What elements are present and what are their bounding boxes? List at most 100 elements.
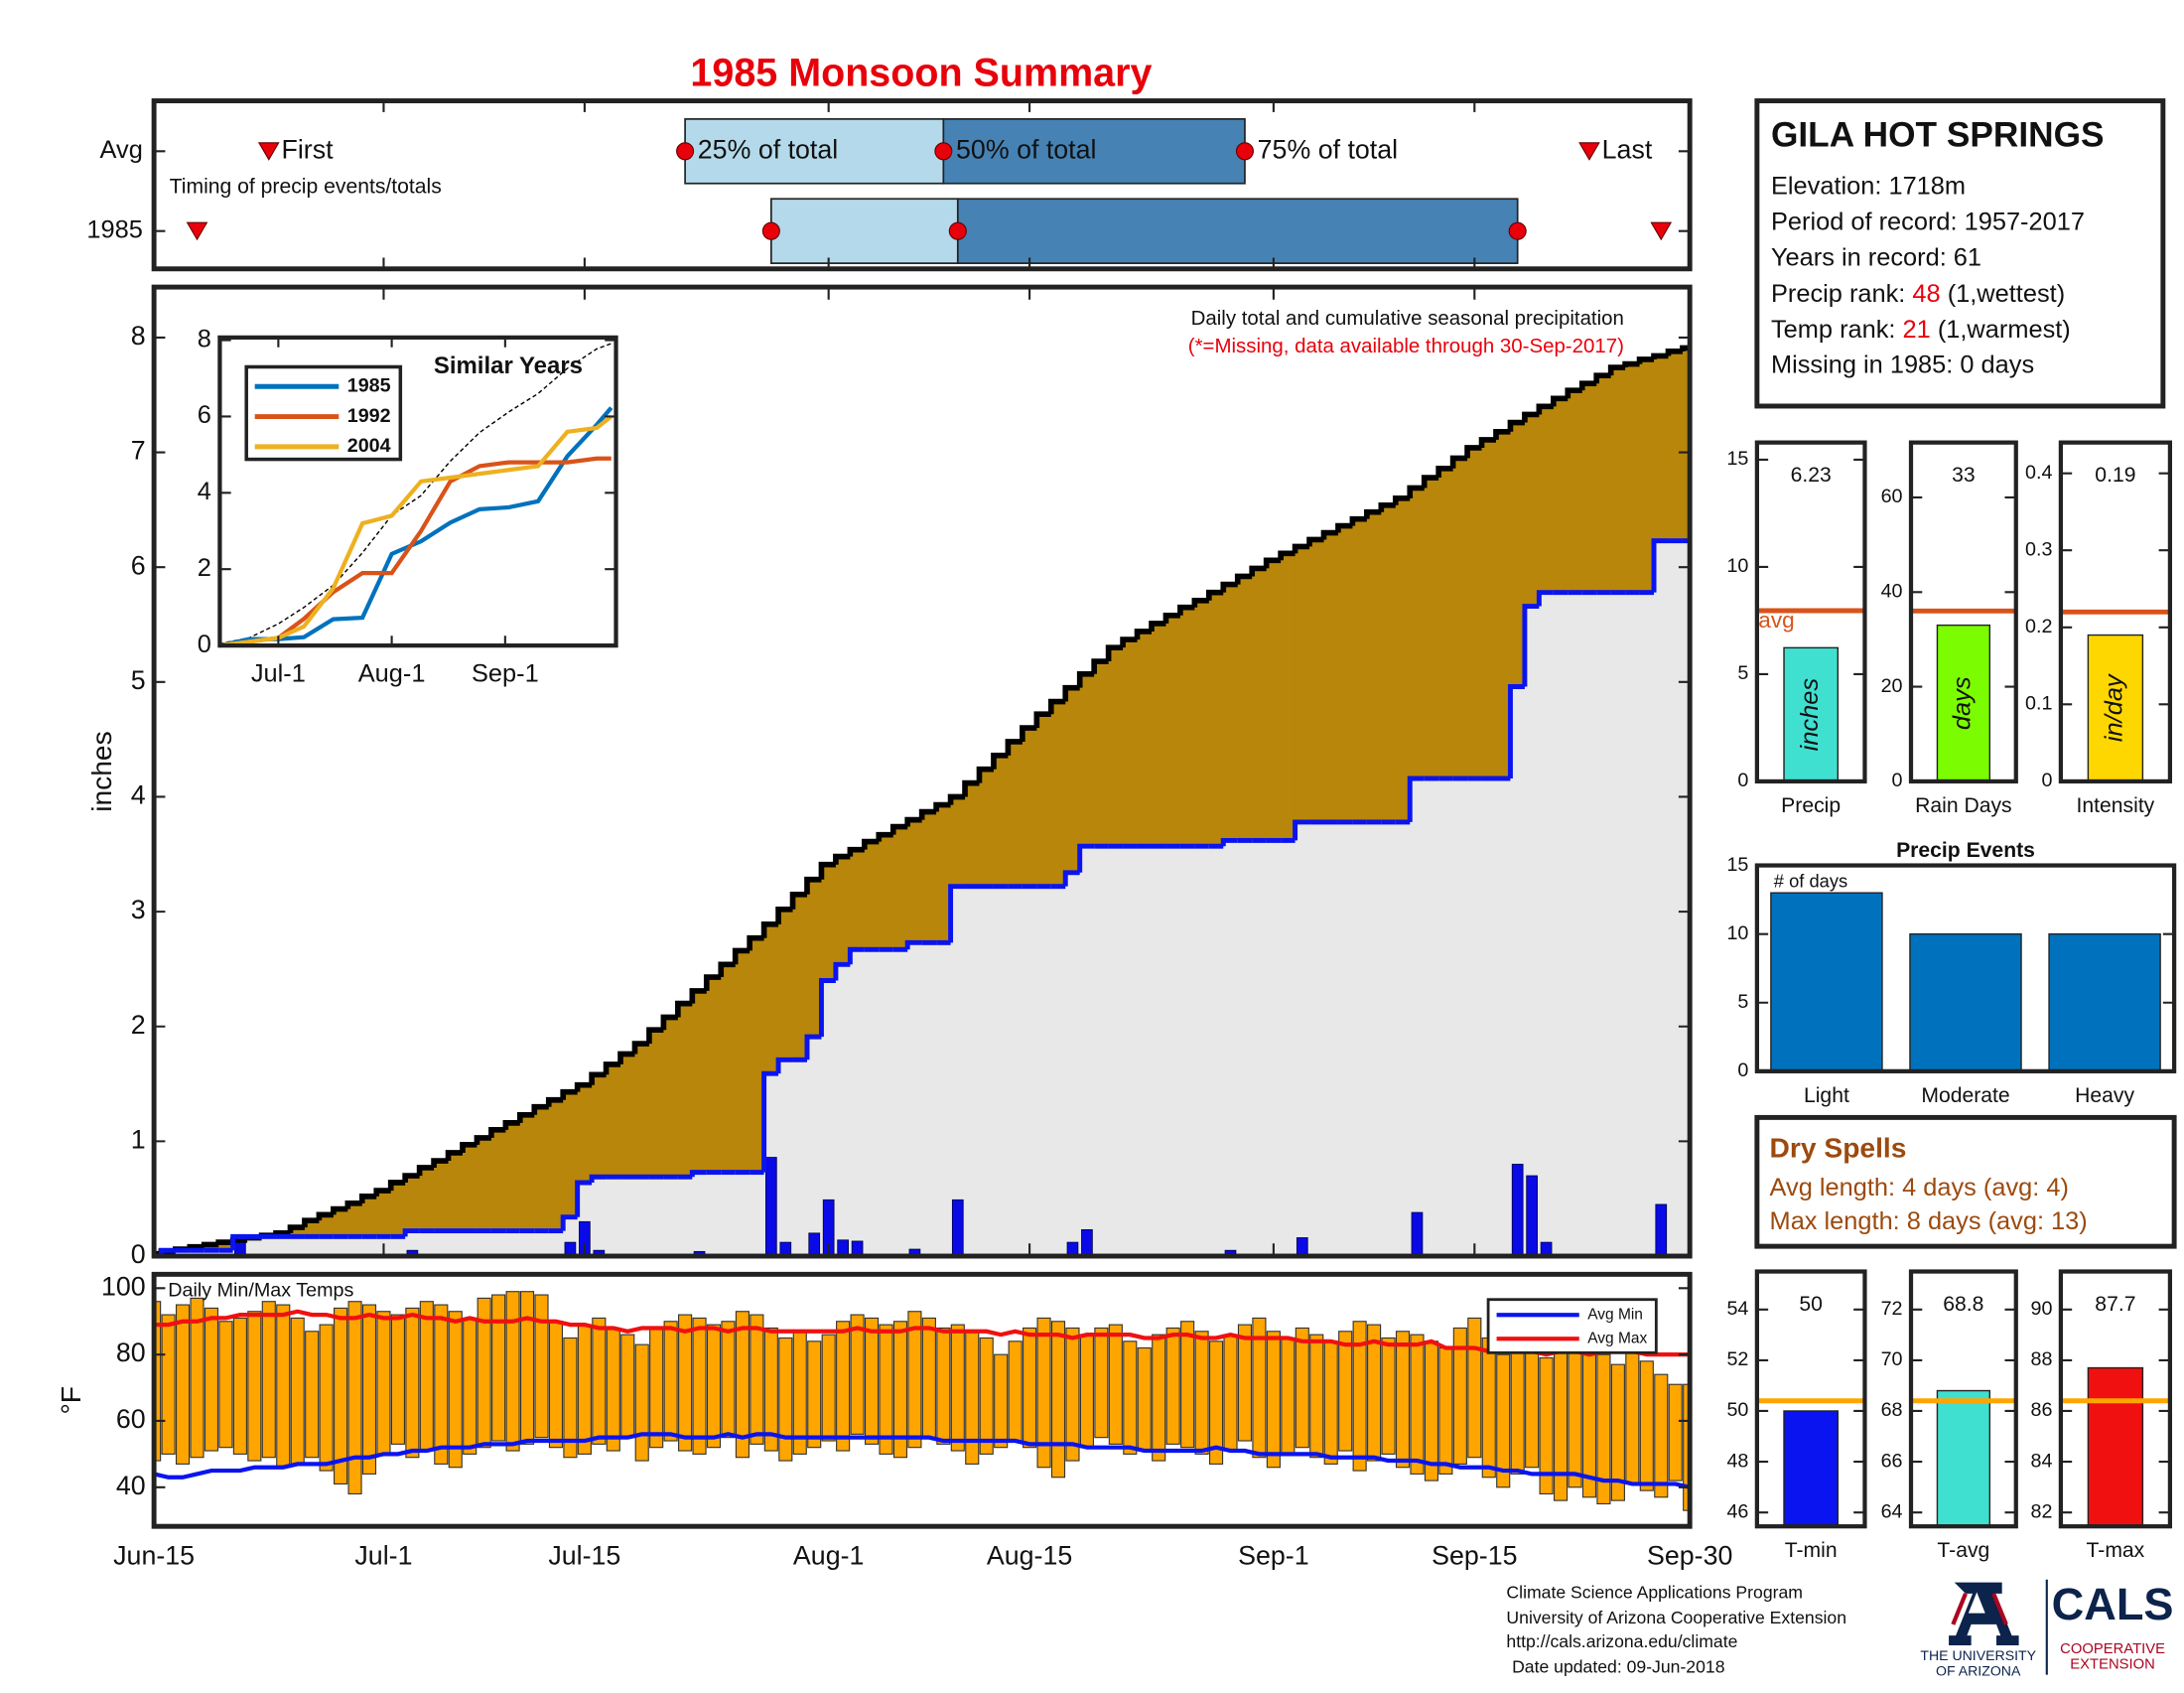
cumulative-step — [1651, 353, 1669, 359]
cumulative-step — [904, 939, 922, 950]
temp-bar — [261, 1301, 276, 1459]
temp-bar — [448, 1311, 463, 1469]
cumulative-area — [1639, 592, 1655, 1257]
quartile-box — [942, 118, 1246, 185]
temp-bar — [1610, 1363, 1625, 1501]
cumulative-area — [333, 1235, 348, 1257]
category-label: T-max — [2087, 1539, 2145, 1562]
cumulative-step — [316, 1211, 334, 1221]
cumulative-step — [1507, 684, 1525, 778]
cumulative-step — [416, 1165, 435, 1177]
avg-label: avg — [1758, 608, 1794, 633]
cumulative-step — [331, 1205, 348, 1215]
cumulative-area — [1553, 592, 1569, 1257]
y-tick-label: 8 — [131, 321, 146, 351]
cumulative-area — [1567, 592, 1583, 1257]
temp-bar — [1424, 1340, 1438, 1481]
x-tick-label: Jul-15 — [548, 1540, 620, 1570]
cumulative-step — [1220, 837, 1238, 847]
cumulative-step — [1493, 428, 1511, 440]
cumulative-area — [1280, 840, 1296, 1257]
cumulative-step — [646, 1027, 664, 1045]
temp-bar — [1008, 1340, 1023, 1442]
temp-bar — [1410, 1334, 1425, 1475]
cumulative-area — [906, 941, 923, 1257]
cumulative-area — [1137, 845, 1153, 1257]
rank-value: 21 — [1903, 316, 1931, 344]
y-tick-label: 88 — [2030, 1348, 2052, 1370]
row-label: 1985 — [86, 215, 142, 243]
temp-bar — [821, 1334, 836, 1442]
cumulative-step — [302, 1217, 320, 1228]
temp-bar — [1395, 1331, 1411, 1469]
category-label: Rain Days — [1915, 794, 2012, 817]
cumulative-step — [847, 846, 865, 857]
cumulative-step — [1134, 629, 1152, 640]
total-marker — [948, 221, 967, 240]
legend-label: 1992 — [347, 405, 391, 427]
data-label: 33 — [1952, 464, 1976, 487]
cumulative-area — [1595, 592, 1612, 1257]
temp-bar — [390, 1314, 405, 1445]
cumulative-step — [1278, 550, 1296, 561]
daily-bar — [808, 1232, 821, 1257]
cumulative-step — [1077, 843, 1095, 873]
temp-bar — [1079, 1334, 1094, 1449]
cumulative-step — [531, 1103, 549, 1115]
cumulative-step — [1005, 739, 1023, 756]
legend-box — [244, 364, 403, 462]
temp-bar — [1338, 1331, 1353, 1452]
cumulative-area — [1337, 821, 1353, 1257]
panel-frame — [217, 335, 618, 648]
cumulative-area — [1437, 777, 1454, 1257]
cumulative-area — [619, 1176, 635, 1257]
station-line: Years in record: 61 — [1771, 244, 1981, 272]
bar — [1909, 932, 2022, 1072]
annotation: Timing of precip events/totals — [170, 176, 442, 199]
temp-bar — [1467, 1317, 1482, 1459]
cumulative-step — [589, 1174, 607, 1184]
cumulative-step — [1522, 604, 1540, 687]
cumulative-area — [935, 941, 951, 1257]
temp-bar — [1581, 1340, 1597, 1498]
cumulative-area — [878, 948, 894, 1257]
cumulative-step — [230, 1233, 248, 1251]
bar-unit: in/day — [2101, 673, 2128, 742]
y-tick-label: 4 — [131, 780, 146, 810]
cals-logo: CALS — [2052, 1579, 2174, 1629]
y-tick-label: 48 — [1726, 1450, 1748, 1472]
y-tick-label: 80 — [116, 1338, 146, 1367]
avg-temp-line — [154, 1309, 1691, 1357]
logo-text: EXTENSION — [2070, 1657, 2155, 1673]
temp-bar — [577, 1324, 592, 1455]
temp-bar — [1438, 1346, 1453, 1475]
y-tick-label: 60 — [116, 1404, 146, 1434]
temp-bar — [592, 1317, 607, 1445]
temp-bar — [1381, 1337, 1396, 1455]
temp-bar — [1281, 1337, 1296, 1455]
cumulative-step — [976, 766, 994, 783]
temp-bar — [763, 1327, 778, 1452]
panel-frame — [151, 1271, 1693, 1529]
cumulative-step — [474, 1135, 491, 1145]
cumulative-step — [1449, 455, 1468, 469]
temp-bar — [534, 1294, 549, 1439]
y-tick-label: 5 — [131, 665, 146, 695]
total-marker — [761, 221, 780, 240]
cumulative-area — [346, 1235, 363, 1257]
temp-bar — [1323, 1340, 1338, 1465]
chart-subtitle: (*=Missing, data available through 30-Se… — [1188, 335, 1624, 357]
y-tick-label: 20 — [1881, 675, 1903, 697]
cumulative-area — [1366, 821, 1382, 1257]
university-logo — [1949, 1582, 2019, 1646]
y-tick-label: 0 — [1737, 1059, 1748, 1081]
temp-bar — [678, 1314, 693, 1452]
event-marker — [257, 142, 280, 161]
event-marker — [1578, 142, 1600, 161]
cumulative-step — [201, 1241, 219, 1248]
cumulative-area — [806, 1036, 822, 1257]
inset-title: Similar Years — [434, 353, 583, 379]
temp-bar — [921, 1317, 936, 1439]
temp-bar — [290, 1317, 305, 1465]
category-label: Intensity — [2077, 794, 2155, 817]
